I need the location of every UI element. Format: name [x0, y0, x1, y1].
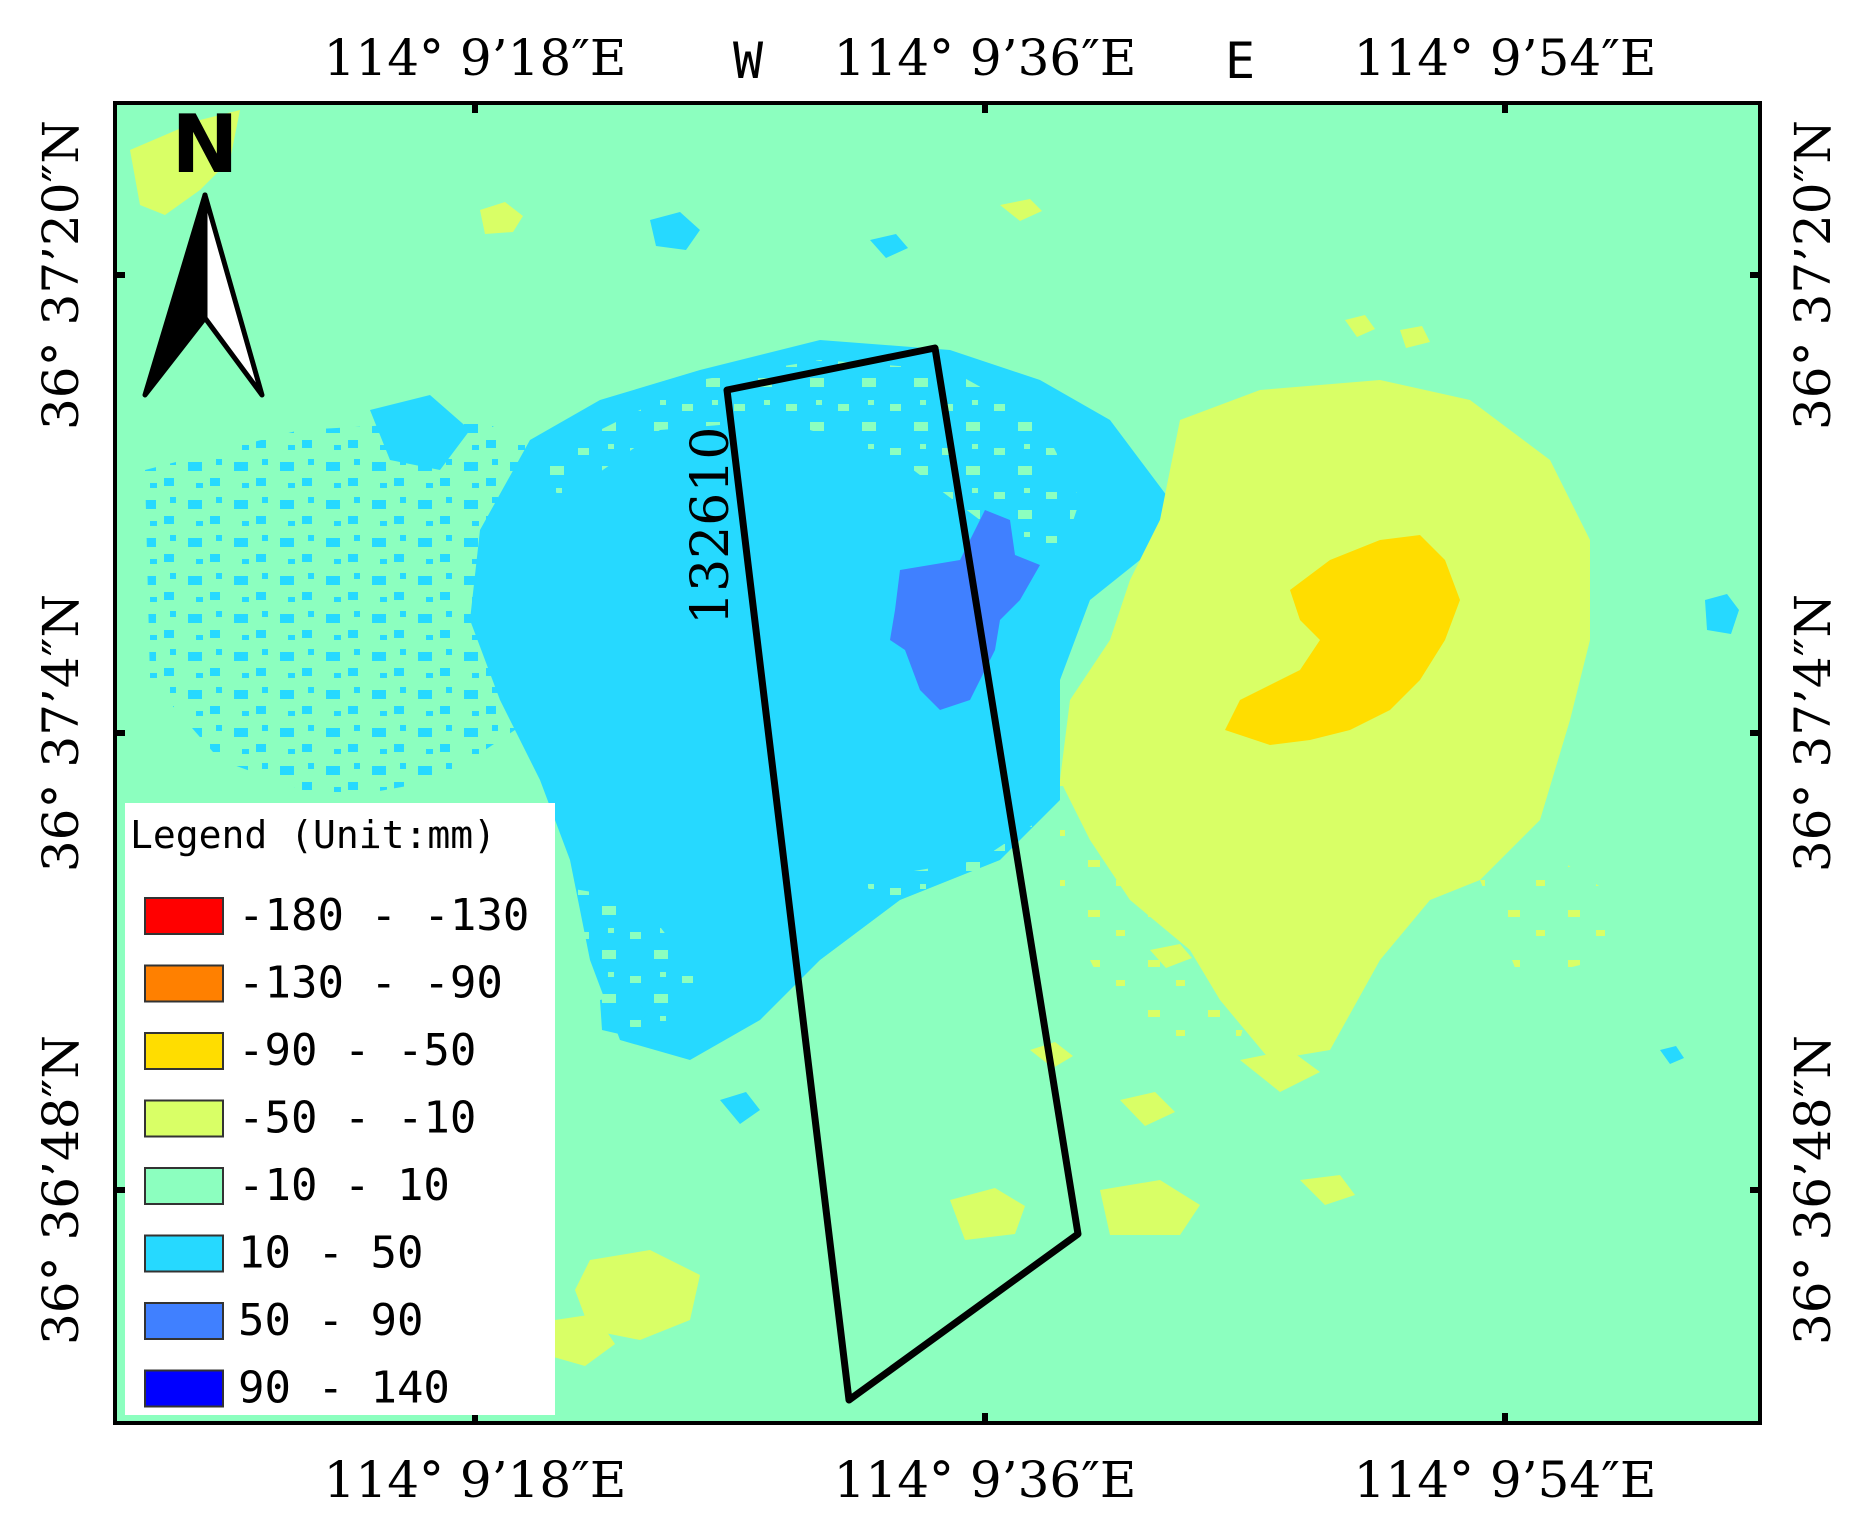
north-arrow-label: N	[172, 98, 239, 191]
top-tick-label-2: 114° 9’36″E	[834, 29, 1137, 87]
left-tick-label-3: 36° 36’48″N	[32, 1035, 90, 1345]
left-tick-label-1: 36° 37’20″N	[32, 120, 90, 430]
bottom-tick-label-3: 114° 9’54″E	[1354, 1451, 1657, 1509]
right-tick-label-3: 36° 36’48″N	[1784, 1035, 1842, 1345]
legend-swatch	[144, 1032, 224, 1070]
east-label: E	[1225, 32, 1255, 90]
map-frame	[113, 101, 1762, 1425]
legend-label: 10 - 50	[238, 1228, 423, 1279]
legend-label: -10 - 10	[238, 1160, 450, 1211]
legend-swatch	[144, 897, 224, 935]
west-label: W	[733, 32, 764, 90]
right-tick-label-2: 36° 37’4″N	[1784, 594, 1842, 872]
left-tick-label-2: 36° 37’4″N	[32, 594, 90, 872]
working-panel-outline	[723, 344, 1082, 1404]
legend-label: 50 - 90	[238, 1295, 423, 1346]
blue-center-region	[890, 510, 1040, 710]
panel-id-label: 132610	[681, 426, 741, 625]
legend-swatch	[144, 1167, 224, 1205]
bottom-tick-label-1: 114° 9’18″E	[324, 1451, 627, 1509]
legend-swatch	[144, 964, 224, 1003]
bottom-tick-label-2: 114° 9’36″E	[834, 1451, 1137, 1509]
legend-label: -50 - -10	[238, 1093, 476, 1144]
top-tick-label-3: 114° 9’54″E	[1354, 29, 1657, 87]
legend-swatch	[144, 1369, 224, 1408]
legend-swatch	[144, 1234, 224, 1273]
legend: Legend (Unit:mm) -180 - -130 -130 - -90 -9…	[125, 803, 555, 1415]
legend-label: 90 - 140	[238, 1363, 450, 1414]
top-tick-label-1: 114° 9’18″E	[324, 29, 627, 87]
legend-title: Legend (Unit:mm)	[130, 813, 496, 857]
yellow-core-region	[1225, 535, 1460, 745]
legend-label: -90 - -50	[238, 1025, 476, 1076]
north-arrow-icon: N	[142, 98, 265, 398]
right-tick-label-1: 36° 37’20″N	[1784, 120, 1842, 430]
legend-swatch	[144, 1099, 224, 1138]
yellow-green-patches	[130, 110, 1430, 1366]
legend-label: -180 - -130	[238, 890, 529, 941]
legend-swatch	[144, 1302, 224, 1340]
legend-label: -130 - -90	[238, 958, 503, 1009]
